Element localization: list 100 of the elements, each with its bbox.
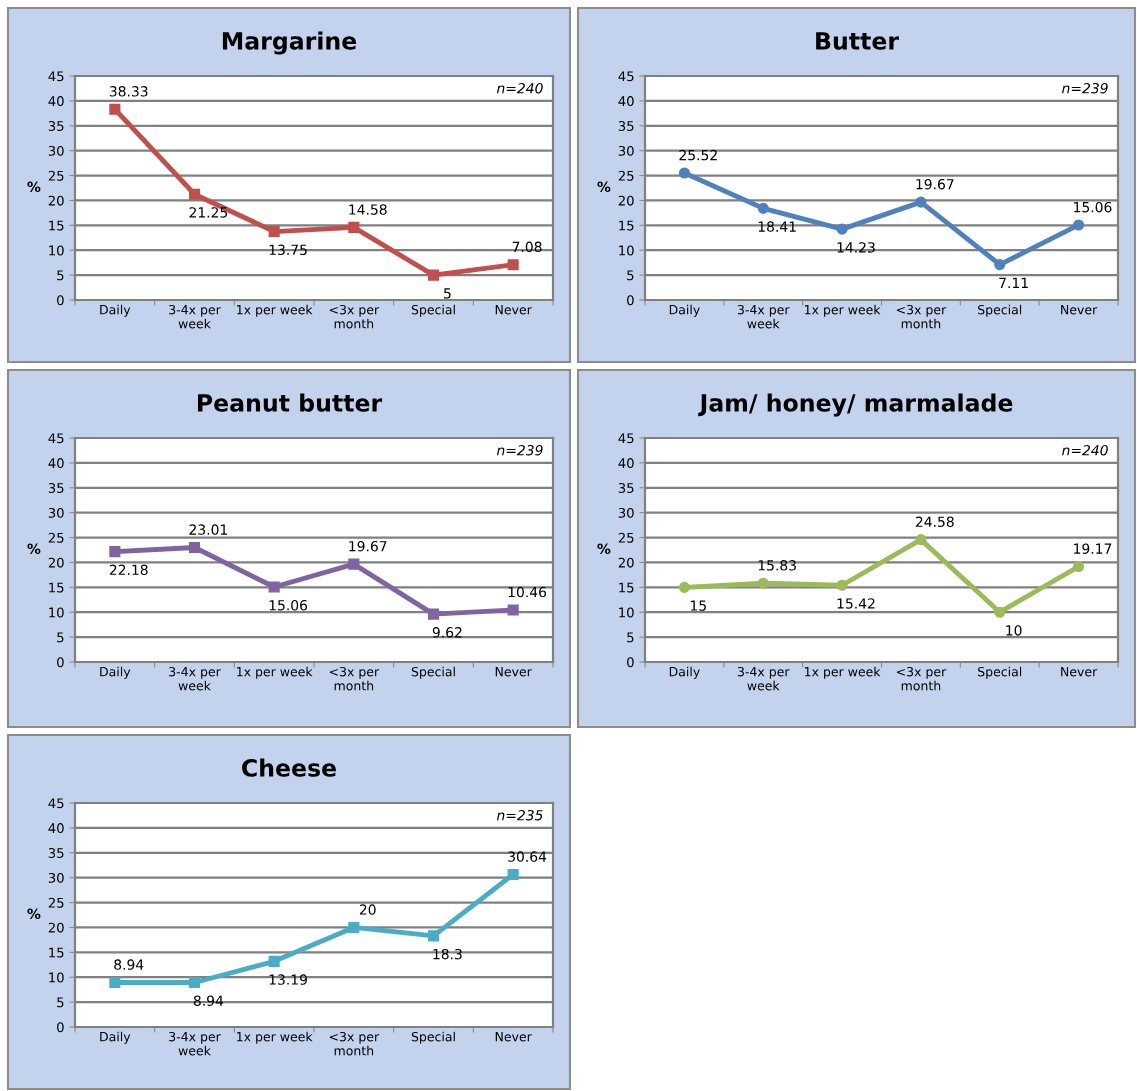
y-tick-label: 45 [618, 433, 634, 444]
x-tick-label: Daily [669, 304, 700, 317]
y-tick-label: 10 [49, 607, 64, 618]
x-tick-label: Special [411, 1031, 455, 1044]
point [678, 581, 690, 593]
data-label: 14.23 [837, 242, 875, 253]
data-label: 8.94 [114, 959, 144, 970]
y-tick-label: 15 [49, 582, 64, 593]
x-tick-label: 1x per week [805, 666, 881, 679]
point [268, 225, 280, 238]
y-tick-label: 35 [618, 121, 634, 131]
x-tick-label: Daily [100, 304, 131, 317]
data-label: 10.46 [508, 586, 547, 598]
x-tick-label: Never [1061, 667, 1098, 677]
data-label: 19.67 [349, 540, 387, 552]
point [1073, 561, 1085, 573]
data-label: 19.67 [916, 178, 954, 190]
x-tick-label: Special [411, 304, 455, 317]
x-tick-label: 3-4x per week [737, 666, 790, 691]
point [109, 546, 121, 558]
annotation: n=239 [496, 444, 543, 456]
x-tick-label: Never [495, 305, 532, 315]
y-tick-label: 5 [627, 632, 634, 643]
x-tick-label: Daily [100, 1031, 131, 1044]
point [757, 577, 769, 589]
data-label: 38.33 [109, 86, 148, 97]
x-tick-label: 1x per week [237, 666, 313, 679]
y-tick-label: 0 [627, 295, 634, 306]
data-label: 10 [1006, 625, 1022, 636]
data-label: 19.17 [1074, 543, 1112, 554]
y-tick-label: 40 [618, 458, 634, 469]
data-label: 15 [690, 600, 706, 611]
y-tick-label: 20 [618, 557, 634, 568]
data-label: 8.94 [193, 995, 224, 1006]
chart-title: Jam/ honey/ marmalade [698, 393, 1013, 417]
x-tick-label: 1x per week [237, 304, 313, 317]
y-tick-label: 0 [57, 295, 64, 306]
data-label: 25.52 [679, 149, 717, 161]
point [188, 188, 201, 200]
y-tick-label: 30 [618, 507, 634, 518]
y-tick-label: 45 [48, 798, 64, 809]
x-tick-label: Never [495, 667, 532, 677]
y-tick-label: 45 [48, 433, 64, 444]
y-tick-label: 25 [48, 532, 64, 543]
data-label: 15.83 [758, 560, 796, 571]
point [427, 269, 440, 281]
y-tick-label: 5 [57, 632, 64, 643]
y-tick-label: 20 [618, 195, 634, 206]
x-tick-label: 1x per week [237, 1031, 313, 1044]
y-tick-label: 10 [619, 245, 634, 256]
x-tick-label: Special [411, 666, 455, 679]
data-label: 22.18 [109, 564, 148, 576]
annotation: n=239 [1062, 82, 1108, 94]
y-tick-label: 35 [48, 483, 64, 493]
data-label: 9.62 [432, 627, 462, 638]
y-tick-label: 15 [619, 582, 634, 593]
x-tick-label: <3x per month [329, 1031, 380, 1056]
y-tick-label: 5 [57, 270, 64, 281]
data-label: 14.58 [349, 204, 387, 215]
y-tick-label: 45 [48, 71, 64, 82]
y-tick-label: 0 [57, 657, 64, 668]
point [1073, 219, 1085, 231]
x-tick-label: Never [495, 1032, 532, 1042]
y-tick-label: 40 [618, 96, 634, 107]
y-tick-label: 10 [619, 607, 634, 618]
x-tick-label: 3-4x per week [169, 666, 221, 691]
y-tick-label: 15 [619, 220, 634, 231]
y-tick-label: 40 [48, 96, 64, 107]
point [109, 103, 121, 115]
point [507, 868, 519, 881]
chart-title: Butter [816, 32, 899, 50]
y-tick-label: 20 [48, 557, 64, 568]
y-tick-label: 30 [48, 872, 64, 883]
point [188, 976, 201, 989]
data-label: 20 [359, 904, 376, 915]
y-tick-label: 25 [48, 170, 64, 181]
point [994, 606, 1006, 618]
annotation: n=240 [496, 82, 543, 94]
y-axis-title: % [27, 543, 41, 555]
x-tick-label: 3-4x per week [169, 304, 221, 329]
point [507, 259, 519, 271]
y-tick-label: 15 [49, 220, 64, 231]
y-tick-label: 10 [49, 245, 64, 256]
chart-title: Cheese [242, 758, 336, 777]
point [678, 167, 690, 179]
y-tick-label: 10 [49, 972, 64, 983]
y-tick-label: 5 [627, 270, 634, 281]
point [994, 259, 1006, 271]
point [427, 930, 440, 942]
y-tick-label: 0 [627, 657, 634, 668]
x-tick-label: Special [978, 666, 1022, 679]
data-label: 18.41 [758, 221, 796, 232]
x-tick-label: Special [978, 304, 1022, 317]
data-label: 5 [444, 288, 451, 299]
y-axis-title: % [597, 543, 611, 555]
y-tick-label: 35 [48, 121, 64, 131]
data-label: 7.11 [999, 277, 1028, 288]
y-tick-label: 5 [57, 997, 64, 1008]
chart-title: Margarine [222, 31, 357, 55]
x-tick-label: Daily [669, 666, 700, 679]
